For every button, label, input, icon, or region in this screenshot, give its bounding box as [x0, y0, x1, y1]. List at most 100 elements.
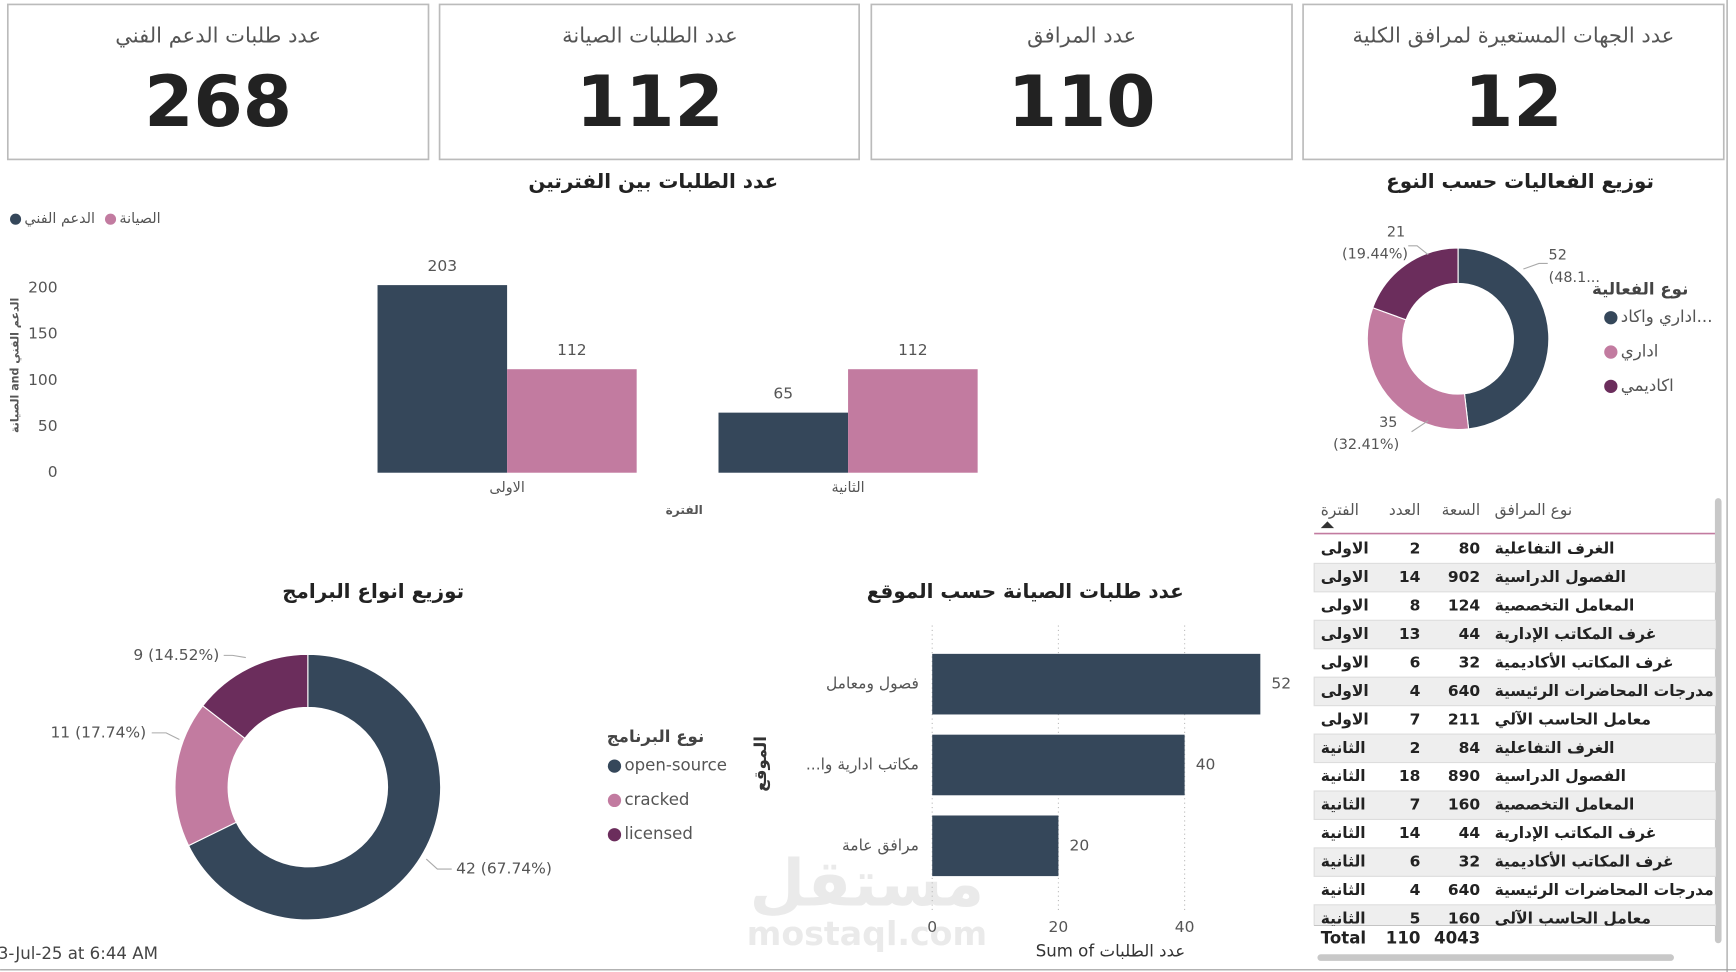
- y-tick-label: ...مكاتب ادارية وا: [806, 755, 919, 774]
- scrollbar[interactable]: [1317, 954, 1674, 961]
- table-cell: 14: [1399, 824, 1421, 842]
- chart-title: عدد الطلبات بين الفترتين: [528, 170, 778, 193]
- table-cell: الثانية: [1321, 881, 1366, 899]
- table-row-band: [1313, 847, 1717, 877]
- legend-swatch: [607, 793, 622, 808]
- legend-label: الصيانة: [119, 211, 160, 227]
- table-cell: الاولى: [1321, 540, 1369, 558]
- table-total-cell: 4043: [1434, 928, 1480, 947]
- table-cell: الغرف التفاعلية: [1495, 739, 1615, 757]
- legend-swatch: [607, 759, 622, 773]
- table-cell: 18: [1399, 767, 1421, 785]
- data-label: 52: [1271, 675, 1291, 693]
- kpi-value: 110: [1008, 60, 1156, 143]
- x-tick-label: الاولى: [489, 480, 525, 496]
- data-label: 11 (17.74%): [50, 723, 146, 741]
- table-cell: 124: [1448, 597, 1481, 615]
- table: نوع المرافق السعة العدد الفترة الغرف التفاعل…: [1313, 501, 1717, 927]
- data-label: (48.1...: [1549, 270, 1600, 286]
- bar: [507, 369, 637, 473]
- legend-swatch: [1604, 311, 1618, 325]
- table-cell: 160: [1448, 909, 1481, 927]
- legend-label: اداري: [1621, 342, 1659, 362]
- donut-slice: [1372, 247, 1459, 321]
- kpi-title: عدد الطلبات الصيانة: [562, 23, 738, 48]
- y-tick-label: 50: [38, 417, 58, 435]
- legend-swatch: [1604, 345, 1618, 359]
- y-tick-label: مرافق عامة: [842, 836, 919, 854]
- scrollbar[interactable]: [1714, 498, 1722, 944]
- legend-title: نوع البرنامج: [607, 727, 704, 747]
- data-label: 65: [773, 384, 793, 402]
- table-cell: الاولى: [1321, 568, 1369, 586]
- y-axis-title: الصيانة and الدعم الفني: [9, 298, 22, 433]
- legend-label: cracked: [624, 790, 689, 809]
- bar: [932, 653, 1261, 715]
- table-cell: الثانية: [1321, 767, 1366, 785]
- table-cell: 640: [1448, 881, 1481, 899]
- table-cell: 2: [1410, 739, 1421, 757]
- table-cell: 8: [1410, 597, 1421, 615]
- x-axis-title: الفترة: [666, 503, 703, 517]
- data-label: 112: [898, 341, 928, 359]
- x-tick-label: 20: [1049, 918, 1069, 936]
- table-cell: الاولى: [1321, 597, 1369, 615]
- legend-swatch: [1604, 379, 1618, 394]
- table-row-band: [1313, 562, 1717, 593]
- table-cell: 44: [1459, 824, 1481, 842]
- table-cell: 13: [1399, 625, 1421, 643]
- x-tick-label: 0: [927, 918, 937, 936]
- table-cell: غرف المكاتب الأكاديمية: [1495, 852, 1674, 871]
- table-cell: 160: [1448, 796, 1481, 814]
- sort-arrow: [1320, 521, 1335, 529]
- data-label: 9 (14.52%): [133, 646, 219, 664]
- table-cell: 2: [1410, 540, 1421, 558]
- legend-label: اداري واكاد...: [1621, 307, 1713, 327]
- table-cell: غرف المكاتب الإدارية: [1495, 824, 1657, 842]
- kpi-value: 112: [576, 60, 724, 143]
- y-tick-label: 150: [28, 325, 58, 343]
- y-axis-title: الموقع: [751, 736, 771, 792]
- kpi-card: [1302, 3, 1725, 161]
- table-cell: 6: [1410, 853, 1421, 871]
- bar: [848, 369, 978, 473]
- x-axis-title: Sum of عدد الطلبات: [1036, 942, 1186, 961]
- bar: [932, 815, 1059, 877]
- data-label: 21: [1387, 224, 1405, 240]
- table-cell: 7: [1410, 710, 1421, 728]
- data-label: (19.44%): [1342, 247, 1408, 263]
- y-tick-label: 0: [48, 463, 58, 481]
- kpi-card: [870, 3, 1293, 161]
- table-cell: 14: [1399, 568, 1421, 586]
- kpi-value: 12: [1464, 60, 1563, 143]
- bar: [718, 412, 849, 473]
- kpi-title: عدد الجهات المستعيرة لمرافق الكلية: [1352, 23, 1674, 48]
- table-cell: غرف المكاتب الأكاديمية: [1495, 652, 1674, 671]
- data-label: 35: [1379, 415, 1397, 431]
- table-cell: الاولى: [1321, 653, 1369, 671]
- y-tick-label: 100: [28, 371, 58, 389]
- data-label: 203: [428, 257, 458, 275]
- table-cell: 902: [1448, 568, 1480, 586]
- legend-title: نوع الفعالية: [1592, 280, 1688, 300]
- legend-label: اكاديمي: [1621, 376, 1674, 396]
- table-cell: 80: [1459, 540, 1481, 558]
- kpi-title: عدد طلبات الدعم الفني: [115, 23, 321, 49]
- legend-label: licensed: [624, 824, 692, 843]
- table-cell: الثانية: [1321, 853, 1366, 871]
- table-cell: الاولى: [1321, 710, 1369, 728]
- table-header: العدد: [1389, 501, 1421, 519]
- table-cell: مدرجات المحاضرات الرئيسية: [1495, 682, 1714, 700]
- table-cell: 6: [1410, 653, 1421, 671]
- donut-slice: [201, 653, 309, 740]
- table-cell: المعامل التخصصية: [1495, 597, 1635, 615]
- table-cell: الفصول الدراسية: [1495, 568, 1626, 586]
- legend-swatch: [104, 213, 117, 225]
- table-header: الفترة: [1321, 501, 1359, 519]
- table-cell: 211: [1448, 710, 1480, 728]
- legend-swatch: [10, 213, 22, 225]
- table-cell: 7: [1410, 796, 1421, 814]
- table-cell: الثانية: [1321, 739, 1366, 757]
- leader-line: [151, 732, 180, 741]
